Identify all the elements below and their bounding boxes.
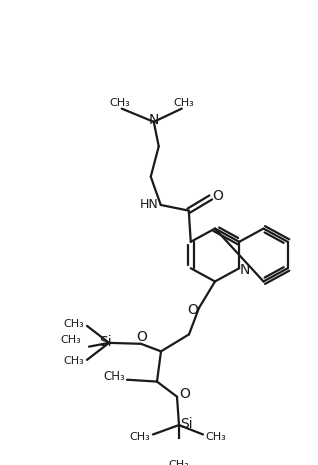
Text: CH₃: CH₃	[64, 319, 84, 329]
Text: CH₃: CH₃	[103, 370, 125, 383]
Text: CH₃: CH₃	[206, 432, 226, 442]
Text: O: O	[212, 189, 223, 204]
Text: N: N	[240, 263, 251, 277]
Text: CH₃: CH₃	[130, 432, 150, 442]
Text: O: O	[188, 303, 198, 317]
Text: O: O	[136, 330, 148, 344]
Text: N: N	[149, 113, 159, 127]
Text: Si: Si	[180, 417, 192, 431]
Text: CH₃: CH₃	[109, 98, 130, 108]
Text: CH₃: CH₃	[64, 356, 84, 366]
Text: Si: Si	[99, 335, 111, 349]
Text: O: O	[180, 387, 190, 401]
Text: CH₃: CH₃	[169, 460, 190, 465]
Text: CH₃: CH₃	[61, 335, 81, 345]
Text: CH₃: CH₃	[173, 98, 194, 108]
Text: HN: HN	[139, 198, 158, 211]
